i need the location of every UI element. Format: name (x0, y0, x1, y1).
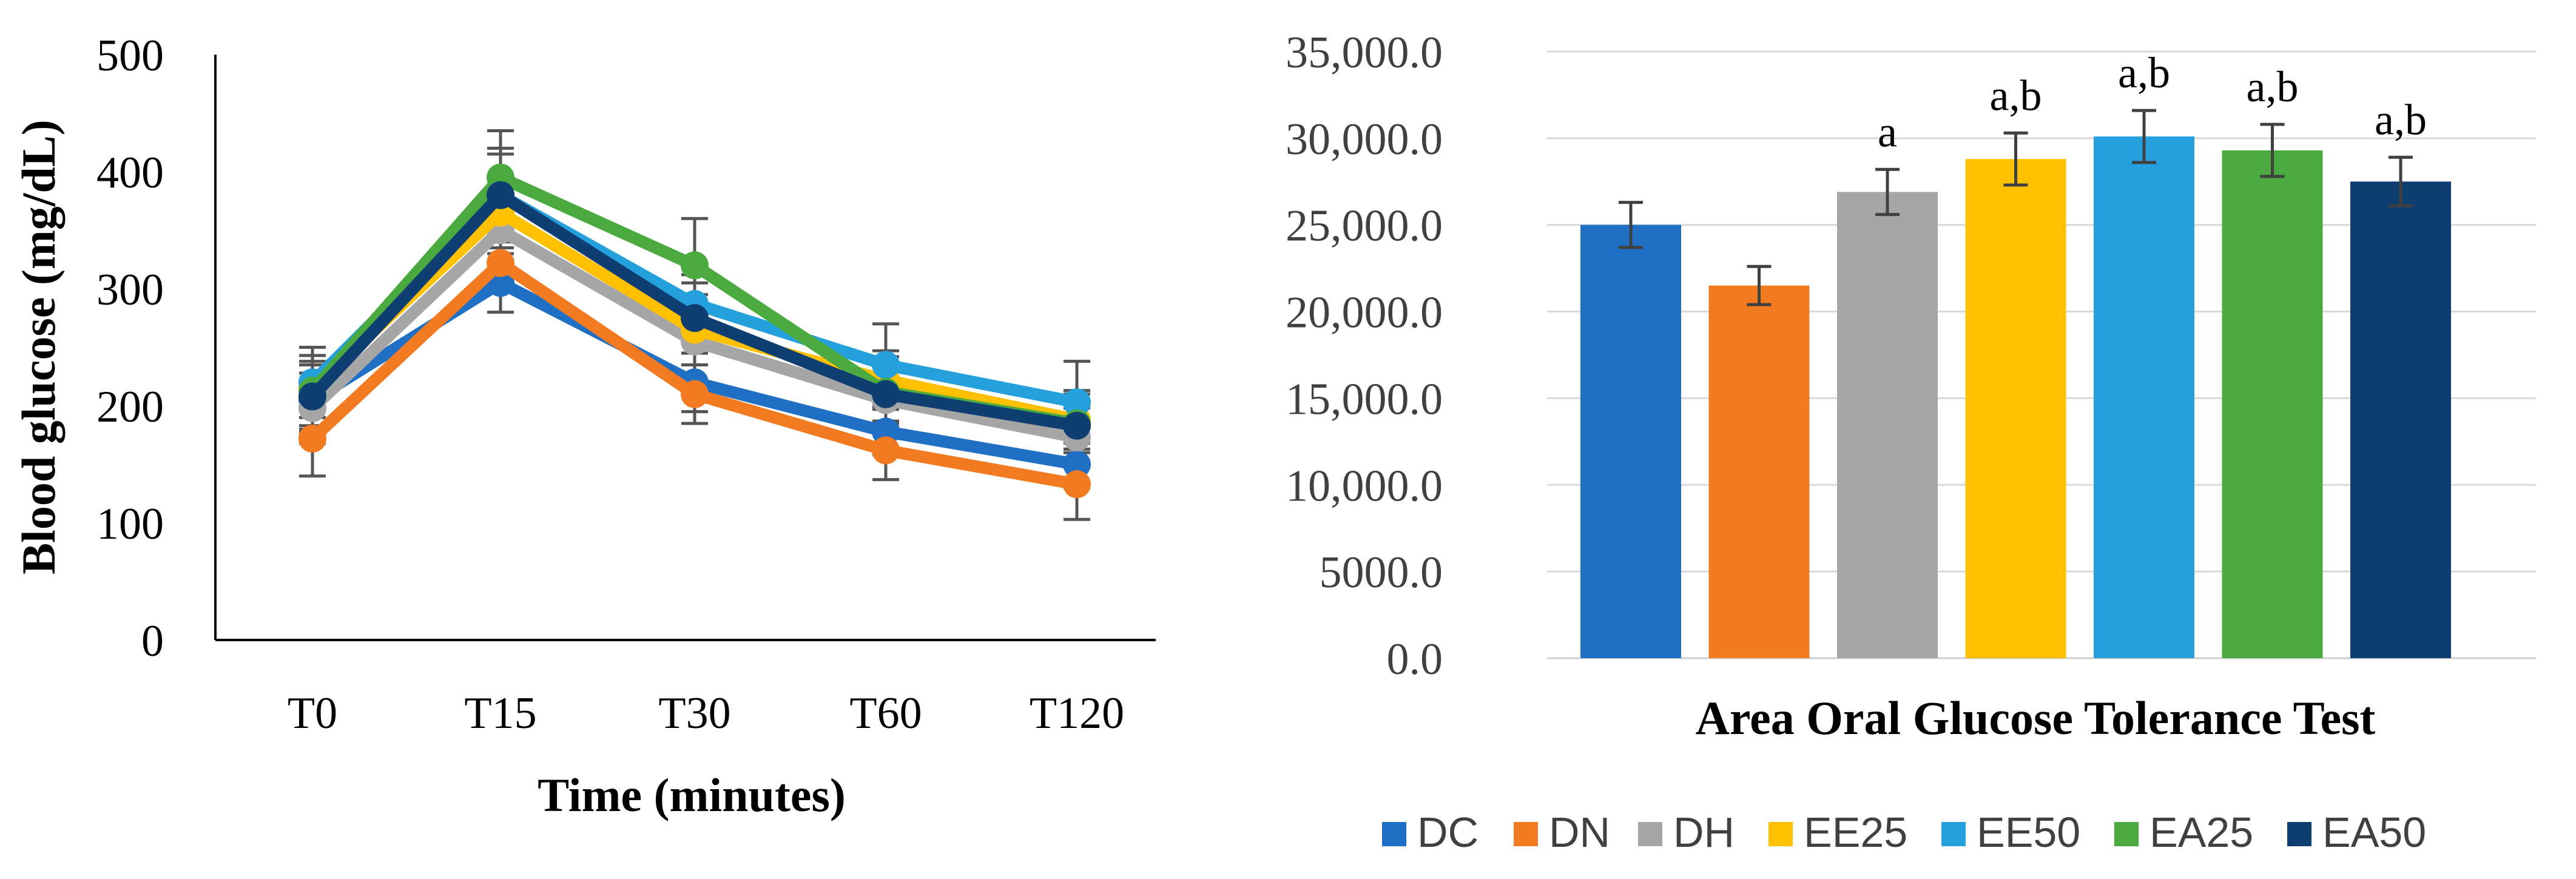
line-series-point (681, 380, 709, 408)
bar-significance-label: a,b (2118, 49, 2170, 97)
bar-error-bar (2389, 155, 2413, 207)
legend-item-dc: DC (1382, 809, 1479, 856)
line-series-point (872, 351, 900, 379)
bar-chart-y-tick-label: 0.0 (1387, 635, 1443, 684)
line-series-point (1063, 450, 1091, 479)
bar-error-bar (1747, 264, 1772, 306)
line-series-point (681, 304, 709, 332)
bar-chart-legend: DC DN DH EE25 EE50 EA25 EA50 (1382, 809, 2426, 856)
bar-error-bar (2132, 109, 2156, 164)
legend-item-dn: DN (1514, 809, 1610, 856)
bar-ea25 (2222, 150, 2323, 658)
legend-swatch (1941, 822, 1966, 846)
bar-chart-y-tick-label: 35,000.0 (1286, 28, 1443, 78)
line-series-ea50 (298, 181, 1091, 440)
legend-swatch (1382, 822, 1406, 846)
bar-chart: 0.0 5000.0 10,000.0 15,000.0 20,000.0 25,000.… (1286, 28, 2536, 856)
line-chart-x-tick-label: T60 (849, 689, 922, 738)
bar-chart-y-tick-label: 5000.0 (1320, 548, 1443, 598)
legend-item-ea50: EA50 (2287, 809, 2426, 856)
bar-error-bar (2003, 131, 2028, 187)
line-chart-y-tick-label: 0 (141, 616, 164, 666)
line-chart-x-tick-label: T0 (288, 689, 337, 738)
bar-chart-y-tick-label: 15,000.0 (1286, 374, 1443, 424)
line-chart-x-ticks: T0 T15 T30 T60 T120 (288, 689, 1124, 738)
legend-swatch (1514, 822, 1538, 846)
bar-significance-label: a,b (2375, 95, 2427, 144)
bar-chart-y-ticks: 0.0 5000.0 10,000.0 15,000.0 20,000.0 25,000.… (1286, 28, 1443, 684)
legend-label: DH (1673, 809, 1735, 856)
bar-chart-y-tick-label: 30,000.0 (1286, 115, 1443, 164)
line-series-point (872, 380, 900, 408)
line-series-point (872, 436, 900, 465)
line-chart-y-ticks: 0 100 200 300 400 500 (96, 31, 164, 666)
bar-significance-label: a (1878, 107, 1897, 156)
bar-chart-y-tick-label: 20,000.0 (1286, 288, 1443, 338)
bar-chart-y-tick-label: 10,000.0 (1286, 461, 1443, 511)
bar-chart-x-axis-title: Area Oral Glucose Tolerance Test (1696, 692, 2376, 744)
line-chart-x-tick-label: T30 (658, 689, 730, 738)
bar-error-bar (1619, 201, 1643, 249)
legend-item-ee25: EE25 (1768, 809, 1907, 856)
bar-significance-label: a,b (1990, 71, 2042, 120)
bar-ea50 (2350, 181, 2451, 658)
legend-swatch (2114, 822, 2139, 846)
bar-dh (1837, 192, 1938, 658)
legend-item-ea25: EA25 (2114, 809, 2253, 856)
bar-error-bar (2260, 123, 2285, 178)
legend-item-dh: DH (1638, 809, 1735, 856)
line-chart: 0 100 200 300 400 500 T0 T15 T30 T60 T120 Time (m… (12, 31, 1156, 821)
legend-label: EA25 (2149, 809, 2253, 856)
line-series-point (1063, 388, 1091, 417)
line-chart-y-tick-label: 100 (96, 499, 164, 549)
bar-significance-label: a,b (2247, 62, 2299, 111)
bar-chart-bars (1580, 136, 2451, 659)
legend-swatch (2287, 822, 2311, 846)
line-chart-y-tick-label: 500 (96, 31, 164, 81)
line-chart-y-tick-label: 300 (96, 265, 164, 315)
line-series-point (298, 425, 326, 453)
bar-ee25 (1965, 159, 2066, 659)
line-series-dn (298, 249, 1091, 499)
bar-error-bar (1875, 167, 1900, 217)
legend-label: DN (1549, 809, 1610, 856)
bar-chart-y-tick-label: 25,000.0 (1286, 201, 1443, 251)
line-series-point (1063, 411, 1091, 440)
legend-swatch (1638, 822, 1662, 846)
bar-dn (1708, 285, 1810, 658)
line-chart-y-tick-label: 400 (96, 148, 164, 198)
line-chart-x-tick-label: T120 (1030, 689, 1124, 738)
line-chart-x-tick-label: T15 (464, 689, 536, 738)
line-series-point (487, 249, 514, 277)
line-chart-y-tick-label: 200 (96, 382, 164, 432)
line-series-point (681, 251, 709, 280)
legend-label: DC (1417, 809, 1479, 856)
line-chart-y-axis-title: Blood glucose (mg/dL) (12, 120, 65, 574)
legend-label: EA50 (2322, 809, 2426, 856)
line-series-point (1063, 470, 1091, 499)
line-chart-x-axis-title: Time (minutes) (538, 769, 846, 821)
bar-dc (1580, 224, 1681, 658)
bar-ee50 (2094, 136, 2194, 658)
line-chart-series (298, 163, 1091, 499)
bar-chart-error-bars (1619, 109, 2413, 306)
bar-chart-annotations: a a,b a,b a,b a,b (1878, 49, 2427, 156)
line-series-point (487, 181, 514, 209)
line-series-point (298, 382, 326, 411)
legend-swatch (1768, 822, 1793, 846)
legend-label: EE50 (1977, 809, 2080, 856)
legend-item-ee50: EE50 (1941, 809, 2080, 856)
legend-label: EE25 (1804, 809, 1907, 856)
